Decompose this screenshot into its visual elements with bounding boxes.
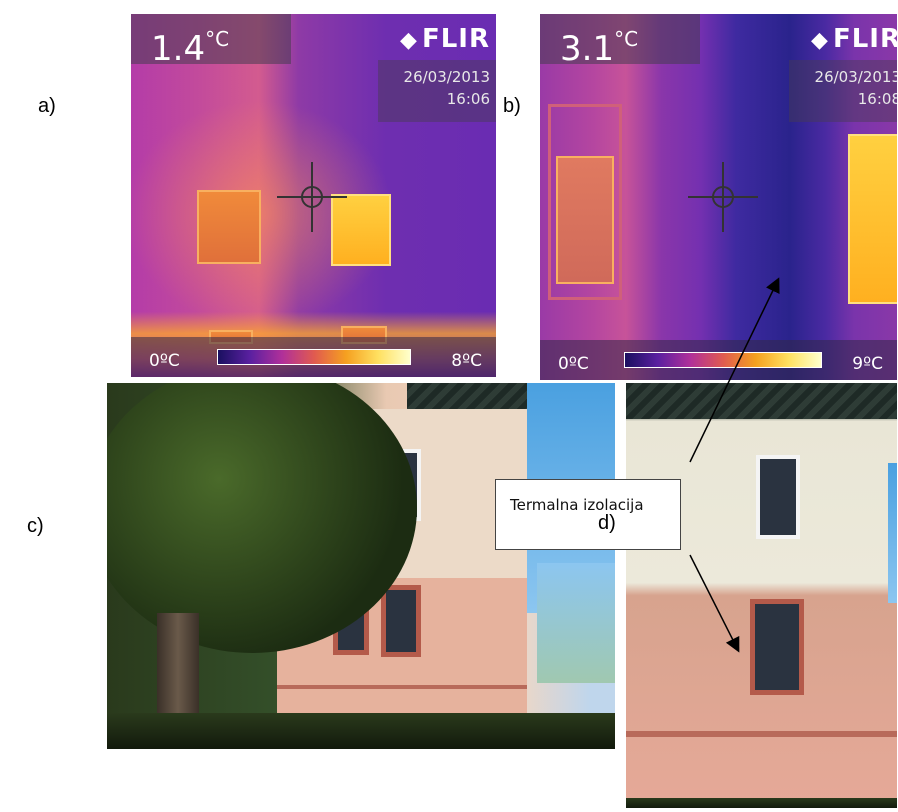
thermal-image-b: 3.1°C ◆ FLIR 26/03/2013 16:08 0ºC 9ºC — [540, 14, 897, 380]
window — [750, 599, 804, 695]
roof — [626, 383, 897, 419]
timestamp: 26/03/2013 16:08 — [789, 60, 897, 122]
photo-building-d — [626, 383, 897, 808]
hedge — [107, 713, 615, 749]
tree-trunk — [157, 613, 199, 723]
panel-label-a: a) — [38, 95, 56, 117]
spot-temperature: 1.4°C — [131, 14, 291, 69]
spot-temperature-unit: °C — [205, 27, 230, 51]
window — [381, 585, 421, 657]
thermal-window-right — [331, 194, 391, 266]
facade-stripe — [626, 731, 897, 737]
ground — [626, 798, 897, 808]
thermal-insulation-callout: Termalna izolacija — [495, 479, 681, 550]
flir-logo-icon: ◆ FLIR — [811, 24, 897, 54]
panel-label-d: d) — [598, 512, 616, 534]
color-gradient — [217, 349, 411, 365]
brand-name: FLIR — [421, 24, 490, 54]
thermal-window-left — [197, 190, 261, 264]
flir-logo-icon: ◆ FLIR — [400, 24, 490, 54]
color-gradient — [624, 352, 822, 368]
panel-label-c: c) — [27, 515, 44, 537]
spot-temperature-value: 3.1 — [560, 29, 615, 69]
spot-temperature-unit: °C — [614, 27, 639, 51]
date: 26/03/2013 — [814, 68, 897, 86]
background-trees — [537, 563, 615, 683]
spot-temperature: 3.1°C — [540, 14, 700, 69]
time: 16:06 — [446, 90, 490, 108]
crosshair-icon — [688, 162, 758, 232]
sky — [888, 463, 897, 603]
scale-max: 9ºC — [852, 354, 883, 374]
brand-name: FLIR — [832, 24, 897, 54]
roof — [407, 383, 527, 413]
thermal-window-pane — [556, 156, 614, 284]
spot-temperature-value: 1.4 — [151, 29, 206, 69]
date: 26/03/2013 — [403, 68, 490, 86]
temperature-scale: 0ºC 9ºC — [540, 340, 897, 380]
window — [756, 455, 800, 539]
temperature-scale: 0ºC 8ºC — [131, 337, 496, 377]
time: 16:08 — [857, 90, 897, 108]
scale-max: 8ºC — [451, 351, 482, 371]
timestamp: 26/03/2013 16:06 — [378, 60, 496, 122]
thermal-image-a: 1.4°C ◆ FLIR 26/03/2013 16:06 0ºC 8ºC — [131, 14, 496, 377]
facade-stripe — [277, 685, 527, 689]
panel-label-b: b) — [503, 95, 521, 117]
scale-min: 0ºC — [149, 351, 180, 371]
thermal-window-left — [548, 104, 622, 300]
crosshair-icon — [277, 162, 347, 232]
scale-min: 0ºC — [558, 354, 589, 374]
thermal-window-right — [848, 134, 897, 304]
photo-building-c — [107, 383, 615, 749]
callout-text: Termalna izolacija — [510, 496, 644, 514]
tree-canopy — [107, 383, 417, 653]
